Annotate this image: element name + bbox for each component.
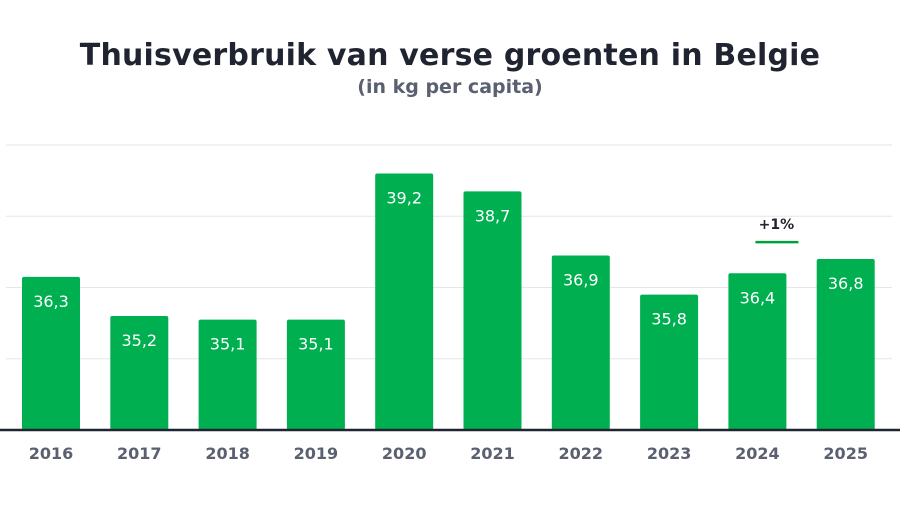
bar-2018 [198,319,257,430]
bar-value-label: 35,1 [210,335,246,354]
bar-value-label: 38,7 [475,206,511,225]
x-tick-label: 2021 [470,444,515,463]
x-tick-label: 2019 [294,444,339,463]
x-tick-label: 2017 [117,444,162,463]
bar-2025 [816,259,875,430]
bar-2023 [640,294,699,430]
bar-value-label: 35,8 [651,310,687,329]
bar-value-label: 36,4 [740,288,776,307]
bar-value-label: 36,3 [33,292,69,311]
bar-2019 [286,319,345,430]
bar-2020 [375,173,434,430]
bar-2017 [110,316,169,430]
x-tick-label: 2023 [647,444,692,463]
bar-2022 [551,255,610,430]
x-tick-label: 2020 [382,444,427,463]
x-tick-label: 2022 [559,444,604,463]
x-tick-label: 2024 [735,444,780,463]
x-tick-label: 2018 [205,444,250,463]
bar-value-label: 36,8 [828,274,864,293]
chart-subtitle: (in kg per capita) [357,76,543,98]
bar-value-label: 39,2 [386,189,422,208]
bar-value-label: 35,2 [121,331,157,350]
bar-2021 [463,191,522,430]
bar-value-label: 36,9 [563,270,599,289]
bar-2024 [728,273,787,430]
x-tick-label: 2025 [823,444,868,463]
x-tick-label: 2016 [29,444,74,463]
bar-2016 [22,276,80,430]
chart-title: Thuisverbruik van verse groenten in Belg… [79,38,821,73]
annotation-label: +1% [759,217,795,233]
bar-value-label: 35,1 [298,335,334,354]
